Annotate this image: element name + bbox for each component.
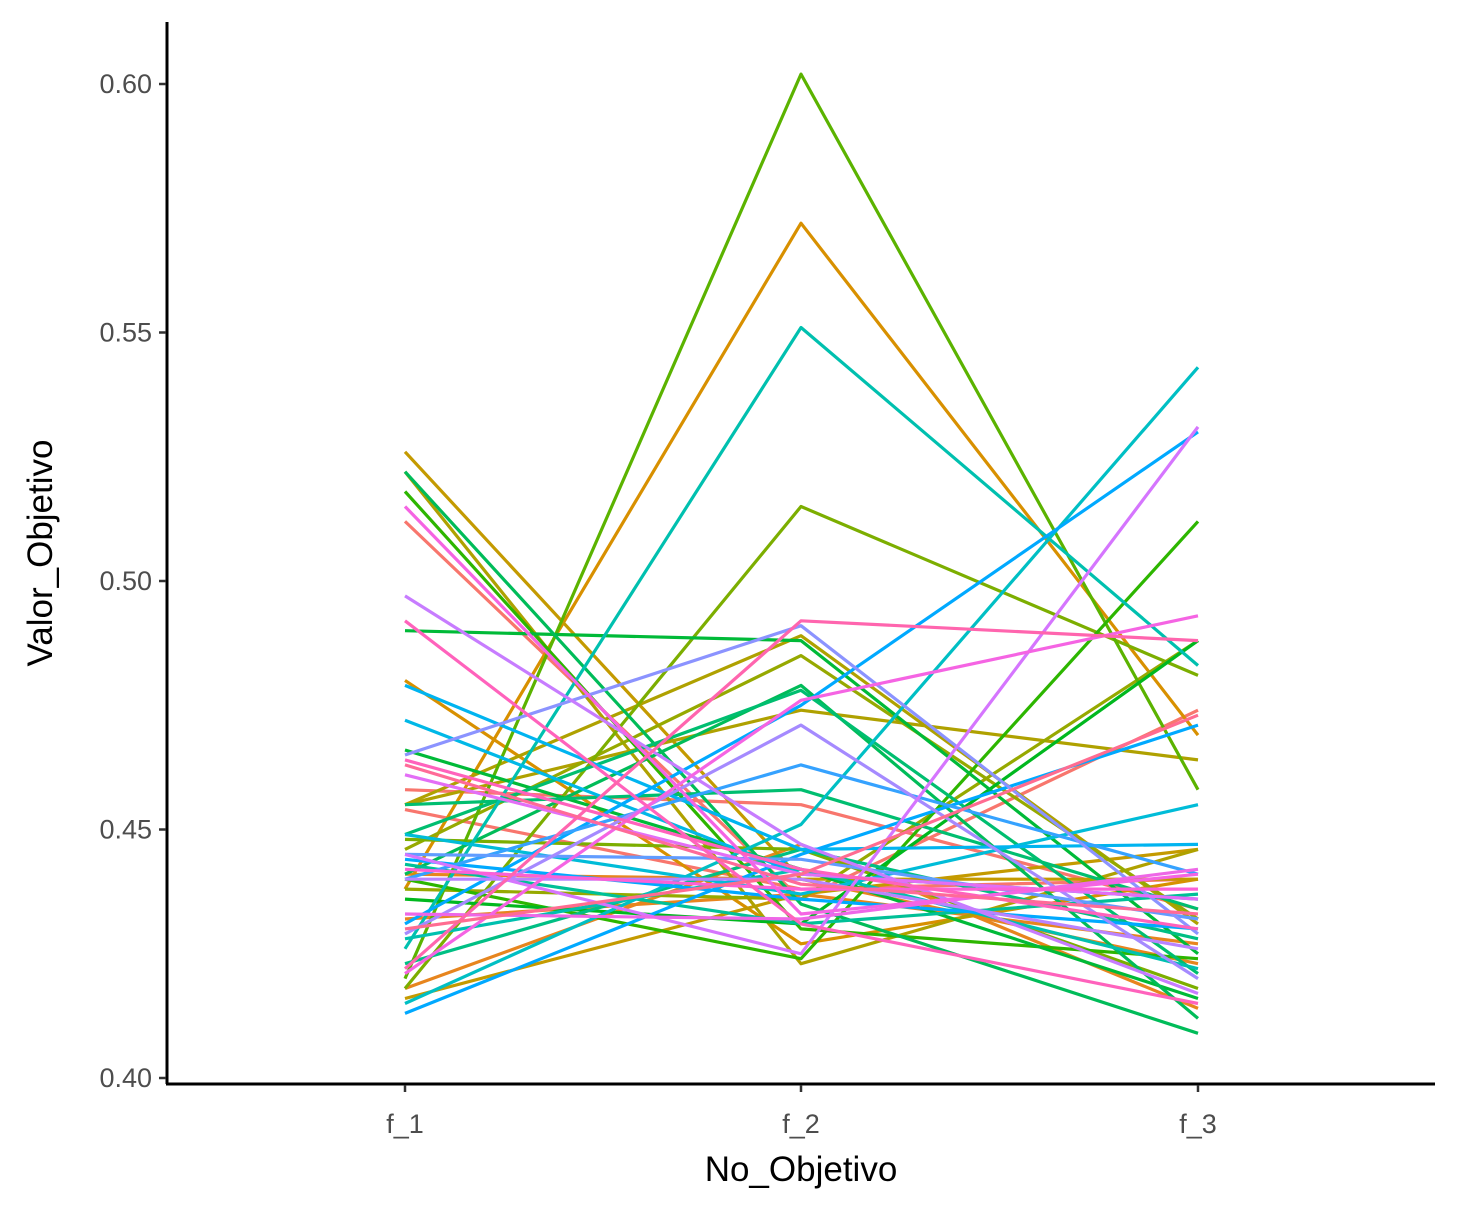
series-line-35 [404,683,1199,852]
series-line-39 [404,763,1199,881]
series-line-32 [404,366,1200,1005]
series-line-48 [404,614,1199,975]
series-line-20 [403,490,1199,961]
x-tick-label: f_3 [1179,1109,1217,1139]
series-line-19 [404,520,1200,961]
series-line-40 [404,852,1199,921]
series-line-24 [403,470,1199,1035]
series-line-22 [404,629,1199,956]
y-tick-label: 0.45 [99,815,152,845]
series-line-44 [404,594,1199,995]
y-tick-label: 0.60 [99,69,152,99]
y-tick-label: 0.55 [99,318,152,348]
x-tick-label: f_1 [386,1109,424,1139]
series-line-50 [404,867,1198,891]
series-line-42 [404,723,1199,980]
series-line-55 [404,763,1199,916]
series-line-27 [404,788,1199,911]
series-line-54 [404,713,1199,931]
series-line-2 [404,788,1199,911]
series-line-8 [404,679,1199,946]
series-line-41 [404,624,1199,936]
series-line-9 [403,450,1198,881]
series-line-7 [403,221,1200,890]
x-tick-label: f_2 [782,1109,820,1139]
series-line-53 [403,619,1199,970]
series-line-45 [404,425,1200,956]
series-line-38 [404,857,1199,931]
series-line-43 [405,877,1199,951]
y-tick-label: 0.50 [99,566,152,596]
series-line-11 [404,634,1199,926]
y-axis-ticks: 0.40 0.45 0.50 0.55 0.60 [99,69,166,1093]
y-tick-label: 0.40 [99,1063,152,1093]
series-line-49 [403,505,1199,916]
series-line-26 [404,688,1199,975]
series-lines [403,72,1200,1035]
y-axis-title: Valor_Objetivo [21,440,60,667]
series-line-52 [404,619,1199,1006]
series-line-16 [403,504,1199,990]
series-line-51 [404,758,1199,931]
x-axis-title: No_Objetivo [705,1150,898,1189]
x-axis-ticks: f_1 f_2 f_3 [386,1085,1217,1139]
